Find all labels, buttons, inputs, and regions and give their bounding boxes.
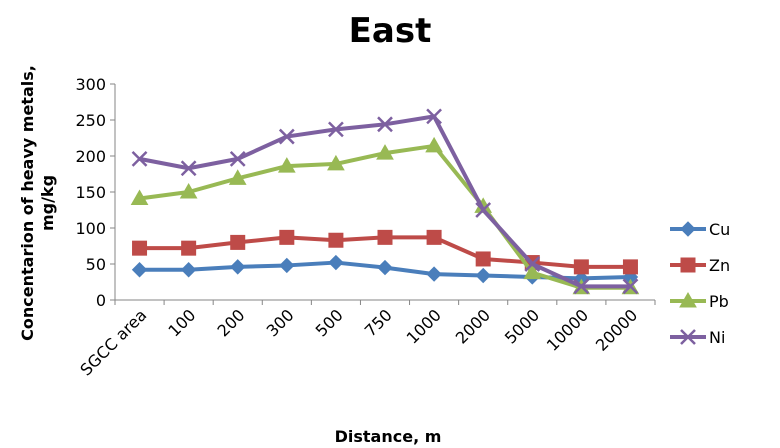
- x-tick-label: 5000: [501, 305, 543, 347]
- data-point-cu: [426, 266, 442, 282]
- legend-marker-pb: [679, 291, 697, 308]
- legend-item-zn: Zn: [670, 256, 730, 275]
- x-tick-label: SGCC area: [76, 305, 150, 379]
- data-point-pb: [327, 154, 345, 171]
- data-point-ni: [229, 150, 246, 167]
- data-point-zn: [573, 259, 589, 275]
- data-point-ni: [377, 116, 393, 133]
- data-point-zn: [230, 234, 246, 250]
- legend: Cu Zn Pb Ni: [670, 220, 730, 347]
- data-point-cu: [328, 254, 344, 271]
- data-point-ni: [328, 121, 344, 138]
- data-point-cu: [475, 267, 491, 284]
- x-tick-label: 500: [312, 305, 347, 340]
- legend-label-zn: Zn: [709, 256, 730, 275]
- legend-label-cu: Cu: [709, 220, 730, 239]
- y-tick-label: 250: [75, 111, 106, 130]
- data-point-pb: [523, 263, 542, 280]
- y-tick-label: 300: [75, 75, 106, 94]
- y-tick-label: 200: [75, 147, 106, 166]
- x-tick-label: 300: [263, 305, 298, 340]
- data-point-cu: [131, 262, 148, 278]
- x-tick-label: 200: [214, 305, 249, 340]
- x-tick-label: 750: [361, 305, 396, 340]
- data-point-ni: [524, 256, 541, 272]
- data-point-zn: [377, 229, 393, 245]
- data-point-pb: [228, 169, 247, 185]
- data-point-ni: [475, 202, 492, 218]
- data-point-ni: [622, 278, 639, 295]
- data-point-cu: [279, 257, 295, 274]
- plot-area: 0 50 100 150 200 250 300 SGCC area 100 200 300 500 7…: [75, 75, 656, 379]
- data-point-zn: [328, 232, 344, 248]
- data-point-zn: [426, 229, 442, 245]
- data-point-pb: [376, 144, 394, 160]
- x-tick-label: 1000: [403, 305, 445, 347]
- data-point-zn: [279, 229, 295, 245]
- x-tick-label: 2000: [452, 305, 494, 347]
- data-point-zn: [475, 251, 491, 267]
- data-point-cu: [377, 259, 393, 276]
- y-tick-label: 0: [96, 291, 106, 310]
- data-point-ni: [131, 150, 148, 167]
- data-point-zn: [622, 259, 638, 275]
- y-tick-label: 150: [75, 183, 106, 202]
- x-tick-label: 20000: [592, 305, 641, 354]
- data-point-cu: [230, 259, 246, 275]
- data-point-pb: [425, 136, 443, 153]
- data-point-zn: [181, 240, 197, 256]
- chart-title: East: [349, 11, 432, 51]
- legend-label-pb: Pb: [709, 292, 729, 311]
- legend-item-ni: Ni: [670, 328, 725, 347]
- x-tick-label: 100: [164, 305, 199, 340]
- data-point-cu: [180, 262, 197, 278]
- series-ni: [131, 108, 639, 295]
- y-tick-label: 50: [86, 255, 106, 274]
- data-point-ni: [278, 128, 295, 145]
- y-axis-title-line1: Concentarion of heavy metals,: [18, 65, 37, 341]
- legend-label-ni: Ni: [709, 328, 725, 347]
- data-point-ni: [180, 160, 197, 177]
- data-point-pb: [130, 189, 149, 205]
- x-axis-title: Distance, m: [335, 427, 442, 446]
- legend-item-pb: Pb: [670, 291, 729, 311]
- data-point-ni: [426, 108, 442, 125]
- data-point-pb: [179, 182, 198, 199]
- legend-item-cu: Cu: [670, 220, 730, 239]
- data-point-zn: [132, 240, 148, 256]
- data-point-ni: [573, 278, 590, 295]
- legend-marker-cu: [680, 221, 696, 237]
- data-point-pb: [277, 157, 296, 173]
- y-tick-label: 100: [75, 219, 106, 238]
- y-axis-title-line2: mg/kg: [38, 175, 57, 231]
- legend-marker-ni: [680, 329, 696, 345]
- legend-marker-zn: [680, 257, 696, 273]
- x-tick-label: 10000: [543, 305, 592, 354]
